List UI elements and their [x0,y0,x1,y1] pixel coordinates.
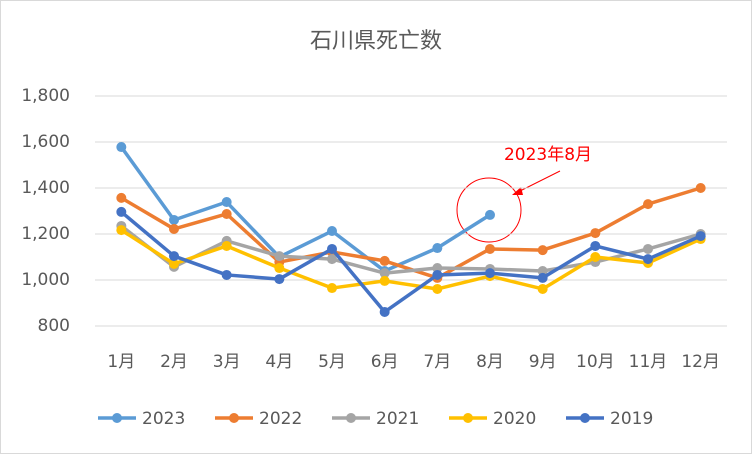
y-tick-label: 1,800 [21,86,70,106]
annotation: 2023年8月 [504,145,592,165]
data-point [274,263,285,274]
data-point [432,243,443,254]
data-point [116,206,127,217]
data-point [169,214,179,225]
y-tick-label: 800 [38,316,70,336]
data-point [169,251,179,262]
x-tick-label: 1月 [107,352,135,372]
data-point [432,269,443,280]
data-point [116,192,127,203]
annotation-circle [456,177,522,243]
x-tick-label: 3月 [213,352,241,372]
data-point [221,208,232,219]
series-line [120,210,702,314]
chart-title: 石川県死亡数 [310,29,442,54]
x-tick-label: 2月 [160,352,188,372]
series-line [119,146,491,273]
data-point [274,274,285,285]
data-point [221,240,232,251]
data-point [379,306,390,317]
series-line [120,228,702,291]
x-tick-label: 7月 [423,352,451,372]
data-point [537,266,548,277]
y-tick-label: 1,200 [21,224,70,244]
y-tick-label: 1,400 [21,178,70,198]
data-point [327,283,337,294]
legend-marker [463,413,473,423]
x-tick-label: 5月 [318,352,346,372]
data-point [432,283,443,294]
y-tick-label: 1,600 [21,132,70,152]
data-point [327,254,337,265]
data-point [485,243,495,254]
data-point [432,263,443,274]
data-point [116,225,127,236]
data-point [590,252,601,262]
data-point [116,142,127,153]
legend-marker [229,413,239,423]
data-point [327,226,337,237]
data-point [327,243,337,254]
data-point [643,254,653,265]
data-point [485,209,495,220]
data-point [695,231,706,242]
x-tick-label: 10月 [576,352,615,372]
data-point [221,269,232,280]
legend-label: 2021 [376,409,419,429]
data-point [169,223,179,234]
legend-label: 2020 [493,409,536,429]
legend-label: 2023 [142,409,185,429]
x-tick-label: 6月 [371,352,399,372]
legend-marker [112,413,122,423]
data-point [379,275,390,286]
annotation-arrowhead [512,187,523,195]
data-point [643,199,653,210]
data-point [695,183,706,193]
data-point [169,258,179,269]
data-point [643,243,653,254]
data-point [537,245,548,256]
data-point [590,240,601,251]
x-tick-label: 11月 [629,352,668,372]
data-point [537,283,548,294]
data-point [537,272,548,283]
x-tick-label: 12月 [681,352,720,372]
legend-label: 2019 [610,409,653,429]
data-point [379,268,390,279]
data-point [221,197,232,208]
data-point [274,251,285,262]
data-point [379,255,390,266]
data-point [590,228,601,239]
data-point [485,268,495,279]
legend-label: 2022 [259,409,302,429]
x-tick-label: 9月 [529,352,557,372]
x-tick-label: 8月 [476,352,504,372]
series-line [120,224,702,275]
x-tick-label: 4月 [265,352,293,372]
y-tick-label: 1,000 [21,270,70,290]
legend-marker [580,413,590,423]
legend-marker [346,413,356,423]
